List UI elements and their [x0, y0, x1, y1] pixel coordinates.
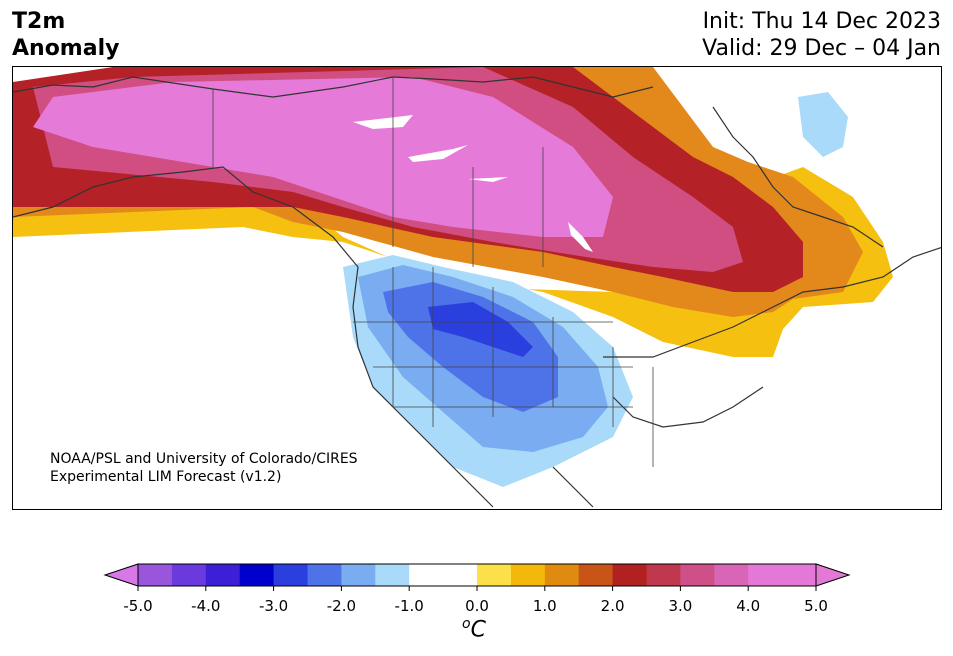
colorbar-cell: [646, 564, 681, 586]
colorbar-unit: oC: [462, 616, 486, 642]
colorbar-cell: [612, 564, 647, 586]
lake-4: [568, 222, 593, 252]
forecast-dates: Init: Thu 14 Dec 2023 Valid: 29 Dec – 04…: [702, 8, 941, 62]
colorbar-cell: [205, 564, 241, 586]
title-line-2: Anomaly: [12, 36, 120, 61]
colorbar-cell: [680, 564, 715, 586]
warm-core-pink: [33, 77, 613, 237]
colorbar-cell: [307, 564, 342, 586]
lake-1: [353, 115, 413, 129]
colorbar-cell: [273, 564, 308, 586]
greenland-cool-patch: [798, 92, 848, 157]
cold-band-blue: [383, 282, 558, 412]
colorbar-cell: [409, 564, 444, 586]
coastlines: [13, 76, 941, 508]
colorbar-cell: [544, 564, 580, 586]
unit-base: C: [470, 617, 486, 643]
credit-line-1: NOAA/PSL and University of Colorado/CIRE…: [50, 451, 358, 467]
colorbar-cell: [714, 564, 749, 586]
credit-line-2: Experimental LIM Forecast (v1.2): [50, 469, 282, 485]
colorbar-tick-label: 0.0: [465, 597, 489, 615]
colorbar-cells: [138, 564, 817, 586]
colorbar-cell: [239, 564, 275, 586]
state-borders: [212, 77, 654, 467]
valid-date: Valid: 29 Dec – 04 Jan: [702, 36, 941, 61]
init-date: Init: Thu 14 Dec 2023: [702, 9, 941, 34]
colorbar-tick-label: 4.0: [736, 597, 761, 615]
colorbar-cell: [171, 564, 207, 586]
colorbar-cell: [443, 564, 478, 586]
colorbar-tick-label: -3.0: [258, 597, 289, 615]
colorbar-tick-label: -4.0: [191, 597, 221, 615]
colorbar-tick-label: 5.0: [804, 597, 828, 615]
colorbar-tick-label: 3.0: [668, 597, 693, 615]
colorbar: [103, 563, 851, 591]
lake-2: [408, 145, 468, 162]
cold-core-darkblue: [428, 302, 533, 357]
colorbar-cell: [782, 564, 817, 586]
colorbar-cell: [748, 564, 783, 586]
colorbar-cell: [578, 564, 614, 586]
colorbar-ticks: [137, 586, 817, 591]
colorbar-over-arrow: [815, 563, 851, 587]
anomaly-map: NOAA/PSL and University of Colorado/CIRE…: [12, 66, 942, 510]
colorbar-cell: [341, 564, 376, 586]
colorbar-tick-label: 1.0: [532, 597, 557, 615]
unit-superscript: o: [462, 616, 471, 632]
credit-text: NOAA/PSL and University of Colorado/CIRE…: [50, 450, 358, 486]
colorbar-cell: [477, 564, 512, 586]
title-line-1: T2m: [12, 9, 66, 34]
lake-3: [468, 177, 508, 182]
colorbar-tick-label: -1.0: [394, 597, 424, 615]
map-title: T2m Anomaly: [12, 8, 119, 62]
map-svg: [13, 67, 941, 508]
colorbar-tick-label: 2.0: [600, 597, 625, 615]
colorbar-tick-label: -5.0: [123, 597, 153, 615]
colorbar-under-arrow: [103, 563, 139, 587]
warm-band-yellow: [13, 167, 893, 357]
colorbar-tick-label: -2.0: [326, 597, 357, 615]
colorbar-cell: [138, 564, 173, 586]
colorbar-cell: [510, 564, 546, 586]
colorbar-cell: [375, 564, 410, 586]
